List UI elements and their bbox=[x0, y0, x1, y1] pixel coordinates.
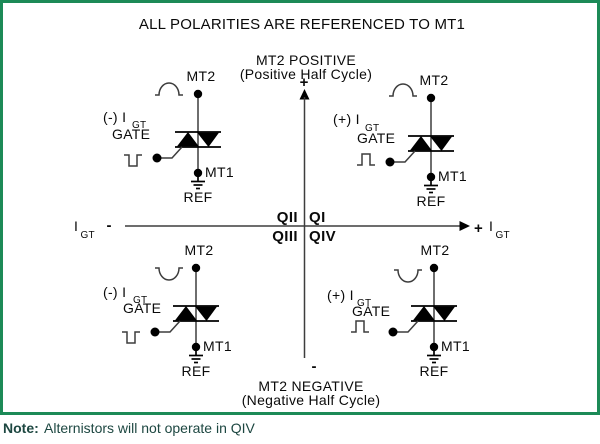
mt1-terminal-label: MT1 bbox=[438, 168, 467, 184]
ref-label: REF bbox=[184, 189, 213, 205]
right-arrowhead-icon bbox=[459, 221, 470, 231]
mt2-negative-label: MT2 NEGATIVE bbox=[258, 378, 363, 394]
note-body: Alternistors will not operate in QIV bbox=[44, 420, 256, 436]
mt2-positive-label: MT2 POSITIVE bbox=[256, 52, 356, 68]
igt-right-symbol: I bbox=[489, 218, 493, 234]
mt1-terminal-label: MT1 bbox=[203, 338, 232, 354]
triac-circuit-top-right: MT2 (+) I GT GATE MT1 REF bbox=[333, 72, 467, 209]
gate-polarity-label: (-) I bbox=[103, 284, 126, 300]
mt1-terminal-label: MT1 bbox=[205, 164, 234, 180]
igt-left-subscript: GT bbox=[81, 230, 95, 241]
diagram-border-box bbox=[0, 0, 600, 415]
gate-polarity-label: (-) I bbox=[103, 109, 126, 125]
mt1-terminal-label: MT1 bbox=[441, 338, 470, 354]
gate-polarity-label: (+) I bbox=[327, 287, 354, 303]
negative-half-cycle-label: (Negative Half Cycle) bbox=[242, 392, 381, 408]
note-prefix: Note: bbox=[3, 420, 39, 436]
mt2-terminal-label: MT2 bbox=[187, 68, 216, 84]
gate-polarity-label: (+) I bbox=[333, 111, 360, 127]
mt2-terminal-label: MT2 bbox=[420, 72, 449, 88]
diagram-title: ALL POLARITIES ARE REFERENCED TO MT1 bbox=[139, 16, 465, 33]
gate-polarity-subscript: GT bbox=[357, 298, 371, 309]
plus-sign-right: + bbox=[474, 220, 483, 237]
up-arrowhead-icon bbox=[299, 89, 310, 100]
triac-circuit-bottom-right: MT2 (+) I GT GATE MT1 REF bbox=[327, 242, 470, 379]
positive-half-cycle-label: (Positive Half Cycle) bbox=[240, 66, 372, 82]
ref-label: REF bbox=[420, 363, 449, 379]
gate-label: GATE bbox=[357, 130, 395, 146]
triac-circuit-top-left: MT2 (-) I GT GATE MT1 REF bbox=[103, 68, 234, 205]
quadrant-label-qi: QI bbox=[309, 209, 326, 226]
mt2-terminal-label: MT2 bbox=[421, 242, 450, 258]
igt-left-symbol: I bbox=[74, 218, 78, 234]
minus-sign-bottom: - bbox=[312, 358, 317, 375]
gate-polarity-subscript: GT bbox=[365, 123, 379, 134]
quadrant-label-qiii: QIII bbox=[272, 228, 298, 245]
gate-label: GATE bbox=[123, 300, 161, 316]
gate-label: GATE bbox=[352, 303, 390, 319]
gate-label: GATE bbox=[112, 126, 150, 142]
ref-label: REF bbox=[417, 193, 446, 209]
triac-circuit-bottom-left: MT2 (-) I GT GATE MT1 REF bbox=[103, 242, 232, 379]
igt-right-subscript: GT bbox=[496, 230, 510, 241]
mt2-terminal-label: MT2 bbox=[185, 242, 214, 258]
quadrant-label-qiv: QIV bbox=[309, 228, 336, 245]
ref-label: REF bbox=[182, 363, 211, 379]
plus-sign-top: + bbox=[300, 74, 309, 91]
gate-polarity-subscript: GT bbox=[132, 120, 146, 131]
minus-sign-left: - bbox=[107, 217, 112, 234]
quadrant-label-qii: QII bbox=[277, 209, 298, 226]
gate-polarity-subscript: GT bbox=[133, 295, 147, 306]
